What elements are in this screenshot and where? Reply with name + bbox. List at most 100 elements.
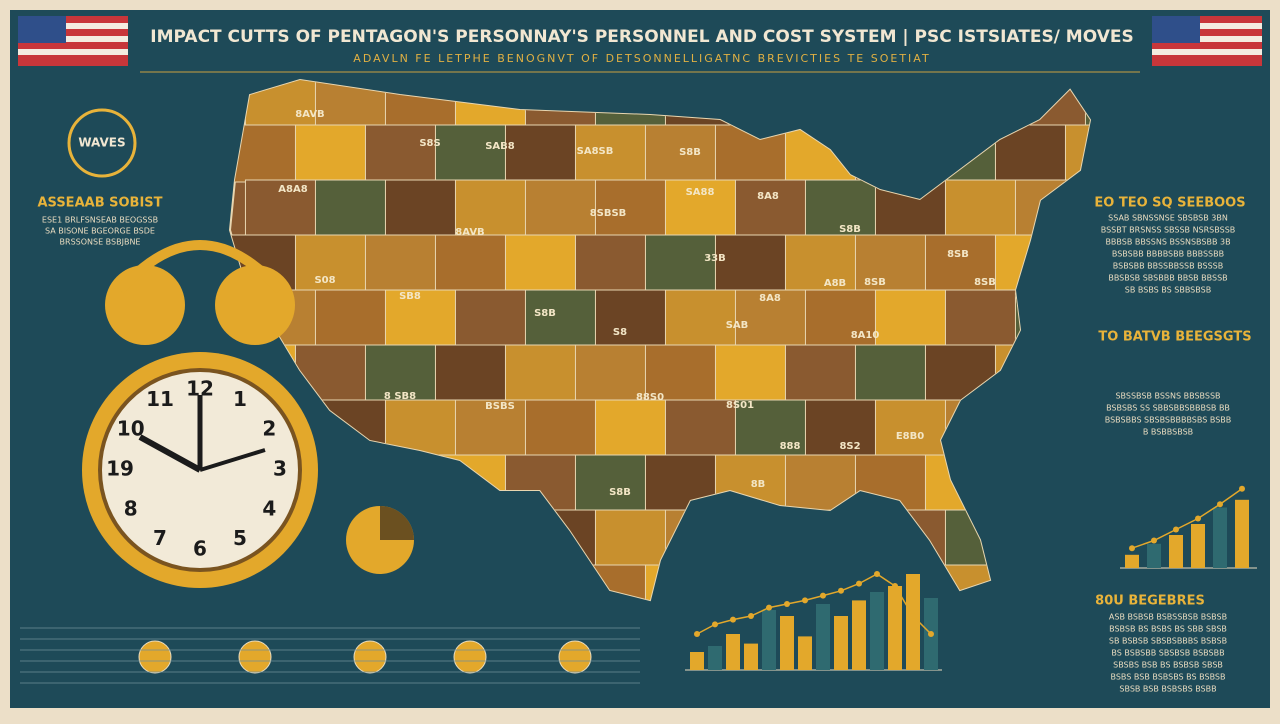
trend-dot [1217,501,1223,508]
trend-dot [1195,515,1201,522]
subtitle: ADAVLN FE LETPHE BENOGNVT OF DETSONNELLI… [353,52,930,65]
section-text: BSBSBS SS SBBSBBSBBBSB BB [1106,404,1230,413]
clock-number: 11 [146,387,174,411]
section-text: B BSBBSBSB [1143,428,1193,437]
state [784,234,858,293]
state [504,124,578,183]
state [574,234,648,293]
section-text: BSSBT BRSNSS SBSSB NSRSBSSB [1101,226,1236,235]
trend-dot [766,604,772,611]
state [364,344,438,403]
section-text: SBSBS BSB BS BSBSB SBSB [1113,661,1223,670]
state [924,234,998,293]
bar [1191,524,1205,568]
trend-dot [1129,545,1135,552]
state [734,399,808,458]
state [854,344,928,403]
state [804,289,878,348]
bar [834,616,848,670]
state [524,399,598,458]
bar [726,634,740,670]
state-label: 8SB [864,277,886,288]
flag-right [1152,16,1262,66]
state [664,399,738,458]
state [594,179,668,238]
bar [852,600,866,670]
state-label: S8B [679,147,701,158]
clock-number: 10 [117,417,145,441]
state [504,234,578,293]
state [874,399,948,458]
flag-left [18,16,128,66]
trend-dot [730,616,736,623]
state-label: 8A8 [759,293,781,304]
state [804,179,878,238]
state-label: 8A8 [757,191,779,202]
state [854,234,928,293]
trend-dot [910,613,916,619]
state-label: 8A10 [851,330,880,341]
state [644,124,718,183]
trend-dot [748,613,754,619]
section-text: SBSB BSB BSBSBS BSBB [1119,685,1216,694]
state-label: E8B0 [896,431,924,442]
state [734,179,808,238]
clock [82,240,318,588]
state [434,344,508,403]
state-label: 8AVB [295,109,324,120]
state [314,179,388,238]
state-label: A8B [824,278,846,289]
state-label: SAB [726,320,749,331]
state [874,289,948,348]
state [314,289,388,348]
bar [690,652,704,670]
state-label: 888 [780,441,801,452]
state [784,344,858,403]
section-heading: 80U BEGEBRES [1095,594,1205,609]
clock-number: 12 [186,377,214,401]
section-text: BSBSBB BBBBSBB BBBSSBB [1112,250,1224,259]
trend-dot [820,592,826,599]
state [434,234,508,293]
bar [744,643,758,670]
bar [888,586,902,670]
section-text: BSBSBB BBSSBBSSB BSSSB [1113,262,1223,271]
clock-number: 6 [193,537,207,561]
trend-line [696,573,932,635]
clock-number: 2 [262,417,276,441]
state [714,234,788,293]
clock-number: 3 [273,457,287,481]
state [244,179,318,238]
bar [906,574,920,670]
section-text: SSAB SBNSSNSE SBSBSB 3BN [1108,214,1228,223]
state [504,344,578,403]
state-label: 8S01 [726,400,754,411]
left-text: BRSSONSE BSBJBNE [60,238,141,247]
section-text: BBBSB BBSSNS BSSNSBSBB 3B [1105,238,1230,247]
pie [346,506,414,574]
icon [238,640,272,674]
trend-dot [712,621,718,628]
state-label: 8SB [947,249,969,260]
section-text: BSBSBBS SBSBSBBBBSBS BSBB [1105,416,1232,425]
badge-ring [67,108,137,178]
state-label: 8SBSB [590,208,627,219]
icon [558,640,592,674]
bar [870,592,884,670]
state-label: A8A8 [278,184,307,195]
state [574,454,648,513]
icon [138,640,172,674]
left-heading: ASSEAAB SOBIST [37,196,162,211]
trend-dot [928,631,934,637]
state [524,179,598,238]
bar [1213,507,1227,568]
state [944,289,1018,348]
bar [762,610,776,670]
state [384,289,458,348]
trend-line [1131,488,1243,549]
state [294,124,368,183]
state-label: SAB8 [485,141,515,152]
trend-dot [784,601,790,607]
icon [453,640,487,674]
state-label: 88S0 [636,392,664,403]
